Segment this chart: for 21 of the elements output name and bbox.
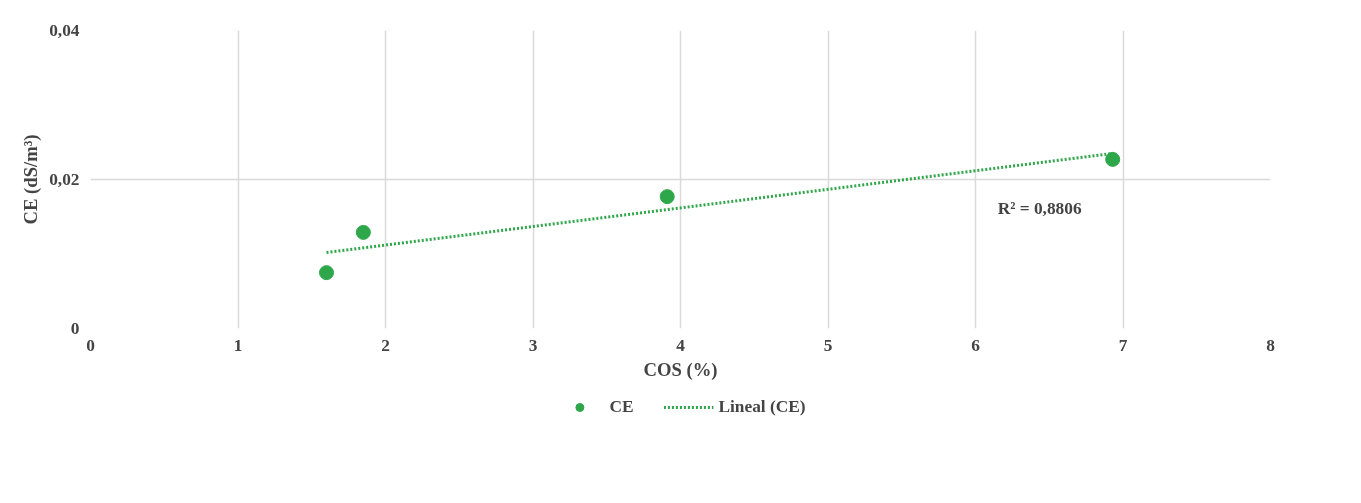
x-tick-label: 0 [86, 335, 95, 355]
x-tick-label: 5 [823, 335, 833, 355]
annotation: R² = 0,8806 [997, 199, 1082, 219]
y-tick-label: 0 [70, 319, 80, 338]
x-axis-title: COS (%) [643, 358, 718, 381]
legend-label: Lineal (CE) [718, 397, 806, 417]
point [659, 189, 675, 205]
y-tick-label: 0,02 [49, 170, 80, 189]
point [319, 265, 334, 281]
point [355, 224, 371, 240]
x-tick-label: 7 [1118, 335, 1128, 355]
x-tick-label: 8 [1266, 335, 1276, 355]
point [1105, 151, 1121, 167]
y-axis-title: CE (dS/m³) [20, 134, 43, 225]
x-tick-label: 2 [381, 335, 390, 355]
legend-label: CE [609, 397, 634, 417]
x-tick-label: 4 [676, 335, 686, 355]
y-tick-label: 0,04 [49, 21, 80, 40]
x-tick-label: 1 [233, 335, 243, 355]
x-tick-label: 3 [528, 335, 538, 355]
x-tick-label: 6 [971, 335, 981, 355]
